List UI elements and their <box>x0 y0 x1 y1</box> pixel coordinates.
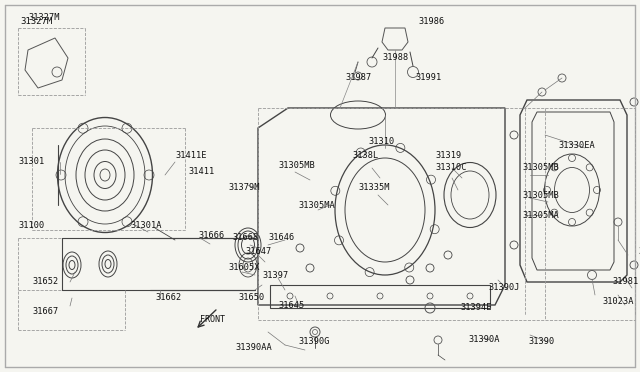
Text: 31319: 31319 <box>435 151 461 160</box>
Text: FRONT: FRONT <box>200 315 225 324</box>
Text: 31330EA: 31330EA <box>558 141 595 150</box>
Text: 31305MB: 31305MB <box>522 164 559 173</box>
Text: 31650: 31650 <box>238 294 264 302</box>
Text: 31666: 31666 <box>198 231 224 240</box>
Text: 31301: 31301 <box>18 157 44 167</box>
Text: 31987: 31987 <box>345 74 371 83</box>
Text: 31301A: 31301A <box>130 221 161 230</box>
Text: 31305MB: 31305MB <box>278 160 315 170</box>
Text: 31327M: 31327M <box>20 17 52 26</box>
Text: 31023A: 31023A <box>602 298 634 307</box>
Text: 31605X: 31605X <box>228 263 259 273</box>
Text: 31330M: 31330M <box>638 247 640 257</box>
Text: 31662: 31662 <box>155 294 181 302</box>
Text: 31305MA: 31305MA <box>298 201 335 209</box>
Text: 31305MA: 31305MA <box>522 211 559 219</box>
Text: 31991: 31991 <box>415 74 441 83</box>
Text: 31335M: 31335M <box>358 183 390 192</box>
Text: 31667: 31667 <box>32 308 58 317</box>
Text: 31646: 31646 <box>268 234 294 243</box>
Text: 31668: 31668 <box>232 234 259 243</box>
Text: 31305MB: 31305MB <box>522 190 559 199</box>
Text: 31390G: 31390G <box>298 337 330 346</box>
Text: 31986: 31986 <box>418 17 444 26</box>
Text: 31652: 31652 <box>32 278 58 286</box>
Text: 31310: 31310 <box>368 138 394 147</box>
Text: 31390J: 31390J <box>488 283 520 292</box>
Text: 31645: 31645 <box>278 301 304 310</box>
Text: 31411E: 31411E <box>175 151 207 160</box>
Text: 31411: 31411 <box>188 167 214 176</box>
Text: 31379M: 31379M <box>228 183 259 192</box>
Text: 31100: 31100 <box>18 221 44 230</box>
Text: 31310C: 31310C <box>435 164 467 173</box>
Text: 31988: 31988 <box>382 54 408 62</box>
Text: 31397: 31397 <box>262 270 288 279</box>
Text: 31327M: 31327M <box>28 13 60 22</box>
Text: 31394E: 31394E <box>460 304 492 312</box>
Text: 31390: 31390 <box>528 337 554 346</box>
Text: 3138L: 3138L <box>352 151 378 160</box>
Text: 31390AA: 31390AA <box>235 343 272 353</box>
Text: 31390A: 31390A <box>468 336 499 344</box>
Text: 31647: 31647 <box>245 247 271 257</box>
Text: 31981: 31981 <box>612 278 638 286</box>
